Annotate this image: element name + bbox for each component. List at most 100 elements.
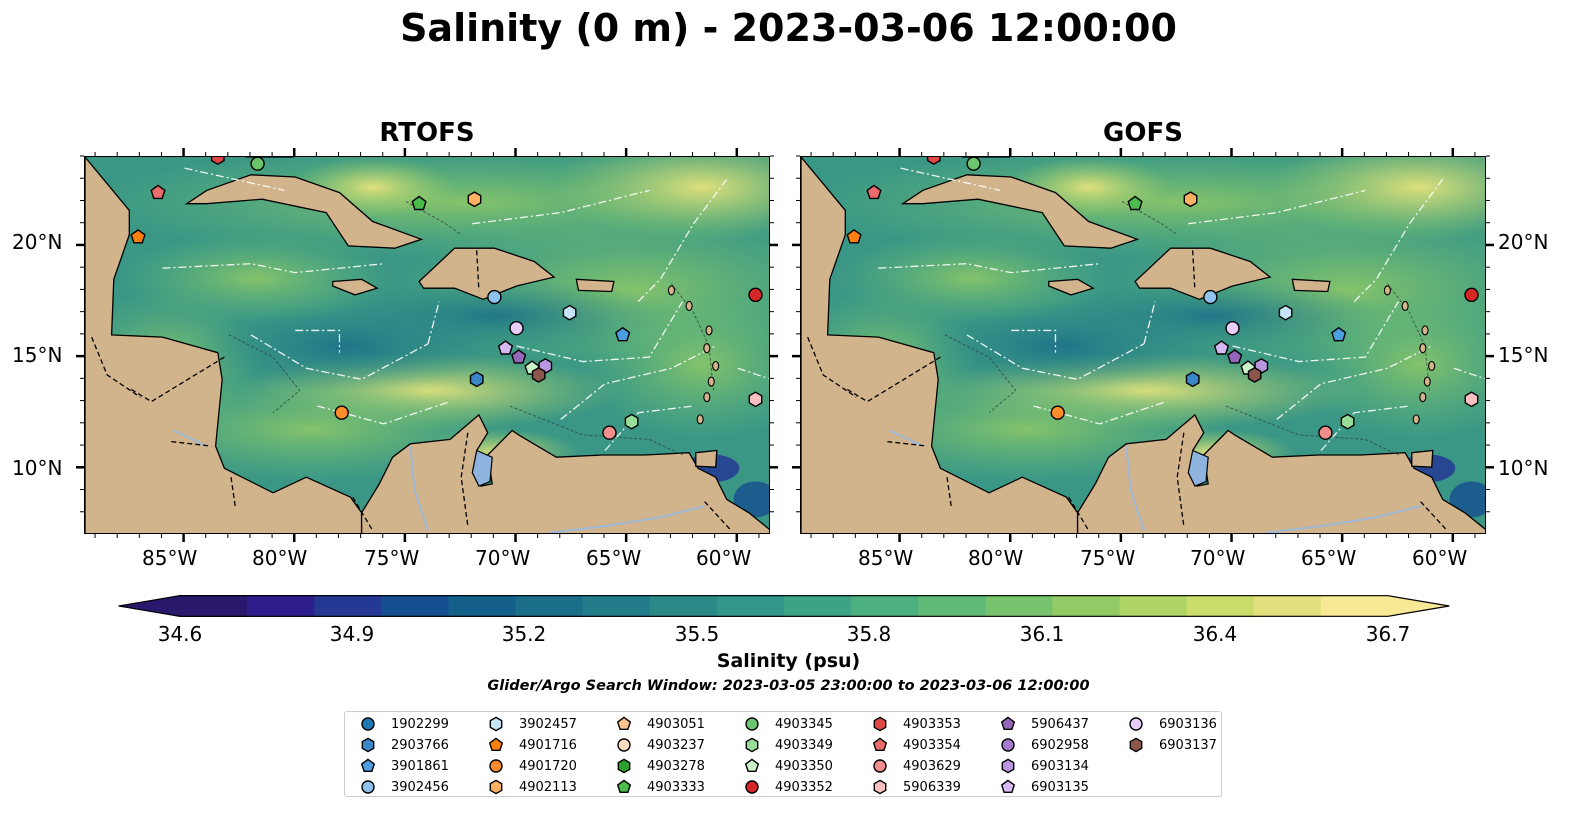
- legend-marker-4903278: [617, 758, 631, 774]
- legend-marker-6903136: [1129, 717, 1143, 731]
- legend-label: 6903136: [1159, 716, 1217, 732]
- float-4903353-r: [210, 157, 225, 166]
- float-4903349-g: [1340, 413, 1355, 430]
- legend-label: 4903350: [775, 758, 833, 774]
- legend-item-4903629: 4903629: [869, 756, 961, 776]
- figure-title: Salinity (0 m) - 2023-03-06 12:00:00: [400, 6, 1177, 50]
- float-3902457-r: [562, 304, 577, 321]
- colorbar-segment-12: [985, 595, 1054, 617]
- colorbar-tick-1: 34.9: [329, 622, 375, 646]
- legend-item-4903349: 4903349: [741, 735, 833, 755]
- float-5906437-r: [511, 349, 527, 364]
- float-4901720-r: [334, 405, 349, 420]
- legend-item-4903278: 4903278: [613, 756, 705, 776]
- legend-item-4901716: 4901716: [485, 735, 577, 755]
- legend-marker-4901716: [488, 737, 504, 752]
- lake-maracaibo: [471, 449, 493, 487]
- float-6903135-r: [497, 340, 514, 355]
- land-hispaniola: [1134, 247, 1272, 300]
- land-puerto-rico: [1291, 278, 1331, 293]
- colorbar-segment-10: [851, 595, 919, 617]
- colorbar-title: Salinity (psu): [716, 650, 861, 672]
- float-4901716-g: [846, 229, 862, 244]
- float-3902456-r: [487, 289, 502, 305]
- legend-label: 6903135: [1031, 779, 1089, 795]
- legend-label: 4903278: [647, 758, 705, 774]
- legend-marker-2903766: [361, 737, 375, 753]
- panel-title-gofs: GOFS: [1103, 118, 1183, 148]
- legend-label: 4903237: [647, 737, 705, 753]
- legend-marker-4903629: [873, 759, 887, 773]
- legend-item-4903333: 4903333: [613, 777, 705, 797]
- land-puerto-rico: [575, 278, 615, 293]
- legend-item-1902299: 1902299: [357, 714, 449, 734]
- float-legend: 1902299 2903766 3901861 3902456 3902457 49017…: [344, 711, 1222, 797]
- legend-marker-1902299: [361, 717, 375, 731]
- lon-label-gofs-65w: 65°W: [1301, 546, 1357, 570]
- legend-marker-4903345: [745, 717, 759, 731]
- lon-label-rtofs-65w: 65°W: [586, 546, 642, 570]
- float-3901861-r: [615, 326, 631, 342]
- legend-label: 3901861: [391, 758, 449, 774]
- float-5906339-r: [748, 391, 763, 408]
- colorbar-tick-7: 36.7: [1365, 622, 1411, 646]
- lake-maracaibo: [1187, 449, 1209, 487]
- legend-marker-4903333: [616, 779, 632, 794]
- map-panel-gofs[interactable]: [800, 156, 1486, 534]
- colorbar-segment-14: [1119, 595, 1188, 617]
- legend-marker-3902457: [489, 716, 503, 732]
- land-cuba: [184, 174, 424, 249]
- legend-item-4901720: 4901720: [485, 756, 577, 776]
- colorbar-tick-6: 36.4: [1192, 622, 1238, 646]
- lon-label-rtofs-75w: 75°W: [364, 546, 420, 570]
- float-5906437-g: [1227, 349, 1243, 364]
- colorbar: [118, 595, 1450, 617]
- colorbar-segment-5: [515, 595, 584, 617]
- lat-label-right-10n: 10°N: [1498, 456, 1549, 480]
- colorbar-extend-low: [118, 595, 180, 617]
- land-jamaica: [332, 278, 379, 296]
- legend-item-4903237: 4903237: [613, 735, 705, 755]
- legend-label: 4901720: [519, 758, 577, 774]
- colorbar-segment-13: [1052, 595, 1121, 617]
- float-3902457-g: [1278, 304, 1293, 321]
- legend-marker-4901720: [489, 759, 503, 773]
- lat-label-right-20n: 20°N: [1498, 230, 1549, 254]
- legend-label: 6903137: [1159, 737, 1217, 753]
- float-4903629-r: [602, 425, 617, 440]
- float-6903137-g: [1247, 366, 1262, 383]
- legend-marker-5906339: [873, 779, 887, 795]
- legend-label: 6903134: [1031, 758, 1089, 774]
- lon-label-gofs-70w: 70°W: [1190, 546, 1246, 570]
- float-4901720-g: [1050, 405, 1065, 420]
- legend-item-6903137: 6903137: [1125, 735, 1217, 755]
- legend-item-4903352: 4903352: [741, 777, 833, 797]
- legend-marker-4903350: [744, 758, 760, 773]
- legend-label: 4903345: [775, 716, 833, 732]
- legend-label: 4903629: [903, 758, 961, 774]
- lon-label-gofs-75w: 75°W: [1080, 546, 1136, 570]
- colorbar-segment-6: [582, 595, 651, 617]
- float-6903136-g: [1225, 321, 1240, 336]
- legend-item-5906437: 5906437: [997, 714, 1089, 734]
- legend-label: 2903766: [391, 737, 449, 753]
- legend-item-3901861: 3901861: [357, 756, 449, 776]
- float-4902113-g: [1183, 191, 1198, 208]
- float-4903352-g: [1464, 287, 1479, 303]
- land-trinidad: [695, 449, 718, 468]
- land-south-america: [360, 413, 769, 533]
- colorbar-tick-0: 34.6: [157, 622, 203, 646]
- legend-item-4903345: 4903345: [741, 714, 833, 734]
- legend-item-3902457: 3902457: [485, 714, 577, 734]
- legend-marker-4902113: [489, 779, 503, 795]
- lon-label-gofs-85w: 85°W: [858, 546, 914, 570]
- legend-label: 4903349: [775, 737, 833, 753]
- colorbar-svg: [118, 595, 1450, 617]
- legend-label: 4903352: [775, 779, 833, 795]
- legend-marker-4903354: [872, 737, 888, 752]
- legend-marker-4903237: [617, 738, 631, 752]
- legend-marker-4903353: [873, 716, 887, 732]
- legend-item-5906339: 5906339: [869, 777, 961, 797]
- map-panel-rtofs[interactable]: [84, 156, 770, 534]
- legend-marker-3901861: [360, 758, 376, 773]
